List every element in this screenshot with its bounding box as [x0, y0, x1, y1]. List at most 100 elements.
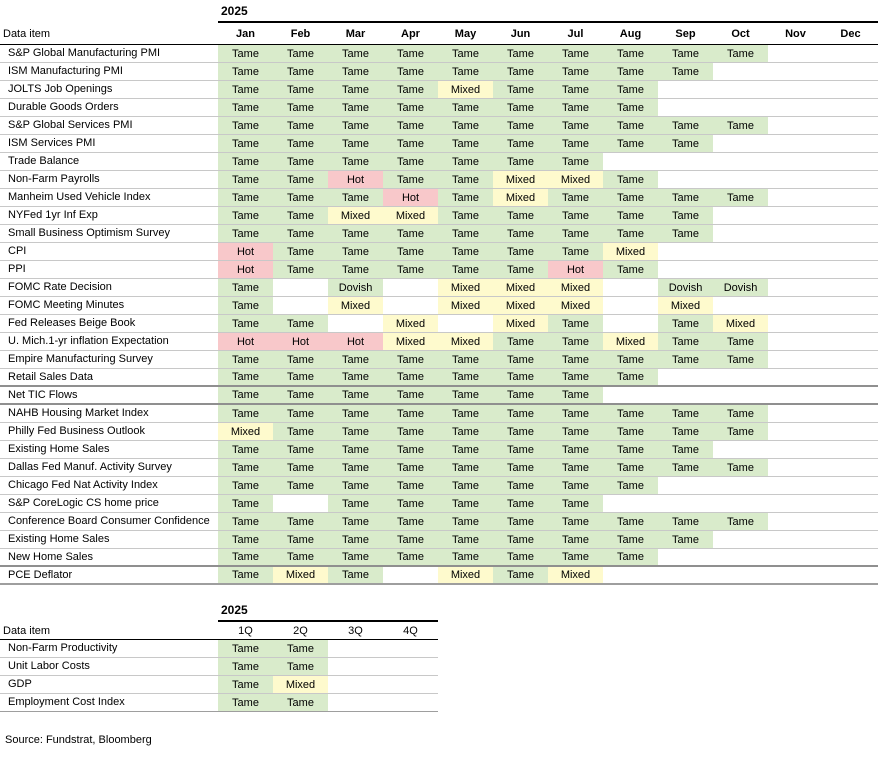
status-cell-jun: Tame — [493, 135, 548, 152]
status-cell-mar: Tame — [328, 567, 383, 583]
status-cell-oct — [713, 243, 768, 260]
status-cell-jun: Tame — [493, 117, 548, 134]
status-cell-dec — [823, 549, 878, 565]
status-cell-feb — [273, 279, 328, 296]
status-cell-feb: Tame — [273, 405, 328, 422]
year-spacer — [0, 2, 218, 23]
status-cell-oct: Tame — [713, 459, 768, 476]
status-cell-may: Tame — [438, 45, 493, 62]
month-header-sep: Sep — [675, 27, 696, 40]
status-cell-sep — [658, 261, 713, 278]
status-cell-dec — [823, 477, 878, 494]
status-cell-sep — [658, 549, 713, 565]
status-cell-jun: Mixed — [493, 171, 548, 188]
status-cell-nov — [768, 45, 823, 62]
status-cell-mar: Tame — [328, 495, 383, 512]
status-cell-nov — [768, 387, 823, 403]
month-header-mar: Mar — [345, 27, 366, 40]
status-cell-jun: Tame — [493, 369, 548, 385]
status-cell-nov — [768, 567, 823, 583]
status-cell-jul: Tame — [548, 189, 603, 206]
status-cell-aug: Tame — [603, 477, 658, 494]
status-cell-4q — [383, 658, 438, 675]
status-cell-nov — [768, 171, 823, 188]
status-cell-nov — [768, 261, 823, 278]
status-cell-nov — [768, 189, 823, 206]
table-row: FOMC Rate Decision Tame Dovish Mixed Mixed Mi… — [0, 279, 878, 297]
status-cell-nov — [768, 99, 823, 116]
status-cell-jan: Tame — [218, 135, 273, 152]
status-cell-jan: Tame — [218, 117, 273, 134]
status-cell-aug: Tame — [603, 81, 658, 98]
status-cell-sep: Tame — [658, 513, 713, 530]
status-cell-apr: Tame — [383, 243, 438, 260]
status-cell-jan: Mixed — [218, 423, 273, 440]
table-row: Fed Releases Beige Book Tame Tame Mixed Mixe… — [0, 315, 878, 333]
status-cell-jun: Tame — [493, 477, 548, 494]
row-label: S&P CoreLogic CS home price — [8, 497, 159, 509]
data-item-header: Data item — [3, 27, 51, 40]
status-cell-mar: Tame — [328, 45, 383, 62]
row-label: Conference Board Consumer Confidence — [8, 515, 210, 527]
status-cell-1q: Tame — [218, 640, 273, 657]
row-label: Trade Balance — [8, 155, 80, 167]
status-cell-dec — [823, 261, 878, 278]
table-row: Existing Home Sales Tame Tame Tame Tame Tame T… — [0, 531, 878, 549]
status-cell-jan: Tame — [218, 459, 273, 476]
status-cell-jun: Tame — [493, 225, 548, 242]
status-cell-jun: Tame — [493, 207, 548, 224]
status-cell-jan: Tame — [218, 549, 273, 565]
status-cell-apr: Tame — [383, 459, 438, 476]
status-cell-sep: Tame — [658, 63, 713, 80]
status-cell-aug: Tame — [603, 423, 658, 440]
status-cell-may: Tame — [438, 405, 493, 422]
status-cell-nov — [768, 405, 823, 422]
status-cell-dec — [823, 279, 878, 296]
table-row: Chicago Fed Nat Activity Index Tame Tame Ta… — [0, 477, 878, 495]
status-cell-may: Tame — [438, 459, 493, 476]
status-cell-apr — [383, 567, 438, 583]
status-cell-sep — [658, 243, 713, 260]
quarterly-year-underline: 2025 — [218, 601, 438, 622]
status-cell-mar: Tame — [328, 369, 383, 385]
table-row: Empire Manufacturing Survey Tame Tame Tame T… — [0, 351, 878, 369]
row-label: NYFed 1yr Inf Exp — [8, 209, 98, 221]
status-cell-sep: Tame — [658, 315, 713, 332]
status-cell-may: Mixed — [438, 279, 493, 296]
status-cell-feb: Tame — [273, 135, 328, 152]
table-row: Trade Balance Tame Tame Tame Tame Tame Tame Tam… — [0, 153, 878, 171]
row-label: S&P Global Manufacturing PMI — [8, 47, 161, 59]
month-header-aug: Aug — [619, 27, 642, 40]
monthly-year-band: 2025 — [0, 2, 878, 23]
status-cell-nov — [768, 369, 823, 385]
row-label: Non-Farm Productivity — [8, 642, 118, 654]
status-cell-jul: Tame — [548, 441, 603, 458]
monthly-year-label: 2025 — [221, 4, 248, 18]
row-label: Chicago Fed Nat Activity Index — [8, 479, 158, 491]
quarter-header-1q: 1Q — [238, 624, 253, 637]
status-cell-aug — [603, 387, 658, 403]
status-cell-jan: Tame — [218, 351, 273, 368]
status-cell-may: Tame — [438, 243, 493, 260]
status-cell-sep: Tame — [658, 405, 713, 422]
status-cell-apr: Tame — [383, 531, 438, 548]
table-row: U. Mich.1-yr inflation Expectation Hot Hot… — [0, 333, 878, 351]
status-cell-jun: Tame — [493, 423, 548, 440]
status-cell-apr: Tame — [383, 423, 438, 440]
status-cell-jun: Mixed — [493, 279, 548, 296]
status-cell-jul: Tame — [548, 207, 603, 224]
row-label: FOMC Meeting Minutes — [8, 299, 125, 311]
status-cell-jul: Tame — [548, 117, 603, 134]
status-cell-jul: Tame — [548, 459, 603, 476]
status-cell-mar: Dovish — [328, 279, 383, 296]
status-cell-mar: Tame — [328, 459, 383, 476]
status-cell-dec — [823, 495, 878, 512]
status-cell-aug — [603, 567, 658, 583]
status-cell-feb: Tame — [273, 531, 328, 548]
status-cell-may: Tame — [438, 387, 493, 403]
status-cell-jan: Tame — [218, 531, 273, 548]
status-cell-jul: Tame — [548, 63, 603, 80]
status-cell-sep: Tame — [658, 117, 713, 134]
status-cell-dec — [823, 567, 878, 583]
row-label: Employment Cost Index — [8, 696, 125, 708]
